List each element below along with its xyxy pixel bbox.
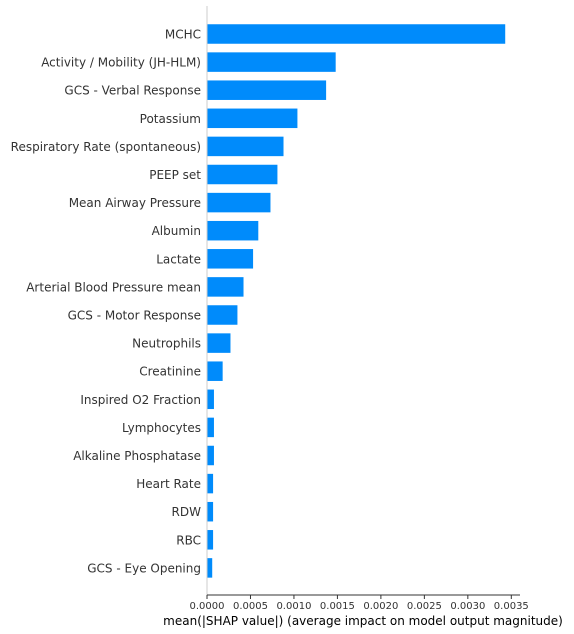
bar	[207, 164, 278, 185]
y-tick-label: Potassium	[140, 112, 201, 126]
y-tick-label: Lymphocytes	[122, 421, 201, 435]
bar	[207, 501, 214, 522]
y-tick-label: Lactate	[156, 252, 201, 266]
bar	[207, 558, 213, 578]
bar	[207, 192, 271, 213]
x-tick-label: 0.0030	[450, 601, 485, 612]
bar	[207, 473, 214, 494]
bar	[207, 80, 327, 100]
y-tick-label: Inspired O2 Fraction	[80, 393, 201, 407]
y-tick-label: Creatinine	[139, 365, 201, 379]
bar	[207, 530, 214, 550]
bars-group	[207, 24, 506, 578]
x-tick-label: 0.0005	[233, 601, 268, 612]
bar	[207, 108, 298, 129]
bar	[207, 249, 254, 269]
bar	[207, 52, 336, 72]
y-tick-label: Heart Rate	[136, 477, 201, 491]
y-tick-label: GCS - Motor Response	[68, 309, 201, 323]
x-axis-label: mean(|SHAP value|) (average impact on mo…	[163, 614, 563, 628]
x-tick-label: 0.0020	[363, 601, 398, 612]
y-tick-label: Respiratory Rate (spontaneous)	[11, 140, 201, 154]
bar	[207, 389, 214, 410]
y-tick-label: RDW	[172, 505, 202, 519]
y-tick-label: Albumin	[152, 224, 201, 238]
x-tick-label: 0.0025	[407, 601, 442, 612]
bar	[207, 24, 506, 44]
bar	[207, 333, 231, 353]
y-tick-label: GCS - Eye Opening	[87, 561, 201, 575]
y-tick-label: RBC	[176, 533, 201, 547]
bar	[207, 277, 244, 297]
y-tick-label: MCHC	[165, 28, 201, 42]
x-tick-label: 0.0015	[320, 601, 355, 612]
y-tick-label: PEEP set	[149, 168, 201, 182]
x-tick-label: 0.0000	[190, 601, 225, 612]
y-tick-label: Neutrophils	[132, 337, 201, 351]
y-tick-label: Activity / Mobility (JH-HLM)	[41, 56, 201, 70]
y-tick-label: Alkaline Phosphatase	[73, 449, 201, 463]
x-tick-label: 0.0035	[494, 601, 529, 612]
x-tick-label: 0.0010	[276, 601, 311, 612]
bar	[207, 361, 223, 381]
bar	[207, 445, 214, 466]
bar	[207, 417, 214, 438]
y-tick-label: GCS - Verbal Response	[64, 84, 201, 98]
y-tick-labels: MCHC Activity / Mobility (JH-HLM) GCS - Ve…	[11, 28, 202, 576]
y-tick-label: Arterial Blood Pressure mean	[26, 280, 201, 294]
bar	[207, 136, 284, 157]
bar	[207, 305, 238, 325]
x-ticks: 0.0000 0.0005 0.0010 0.0015 0.0020 0.0025 0.00…	[190, 595, 529, 612]
bar	[207, 220, 259, 241]
y-tick-label: Mean Airway Pressure	[69, 196, 201, 210]
